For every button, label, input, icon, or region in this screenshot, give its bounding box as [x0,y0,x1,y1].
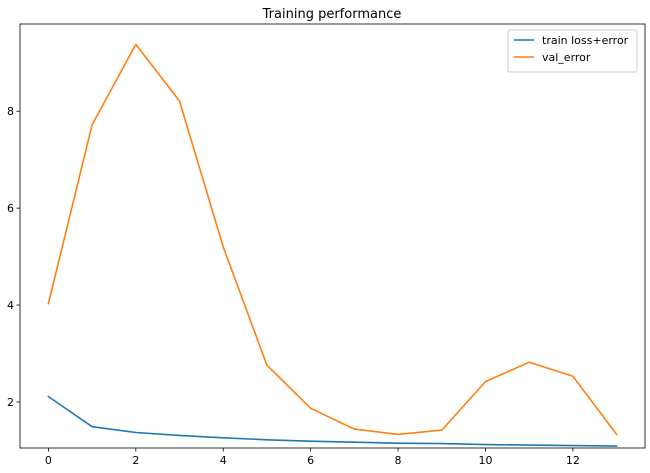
legend-label-1: val_error [542,51,591,64]
legend-label-0: train loss+error [542,34,629,47]
y-tick-label: 2 [7,396,14,409]
legend-box [507,29,638,73]
plot-area [47,43,618,447]
legend: train loss+error val_error [507,29,638,73]
chart-title: Training performance [262,7,402,22]
series-line-1 [47,43,618,436]
x-tick-label: 12 [566,454,580,467]
x-tick-label: 2 [132,454,139,467]
y-tick-label: 8 [7,105,14,118]
axes-frame [19,23,646,449]
axis-ticks: 0 2 4 6 8 10 12 2 4 6 8 [7,105,580,467]
x-tick-label: 0 [45,454,52,467]
x-tick-label: 8 [395,454,402,467]
y-tick-label: 4 [7,299,14,312]
x-tick-label: 4 [220,454,227,467]
x-tick-label: 6 [307,454,314,467]
y-tick-label: 6 [7,202,14,215]
x-tick-label: 10 [478,454,492,467]
series-line-0 [47,395,618,447]
